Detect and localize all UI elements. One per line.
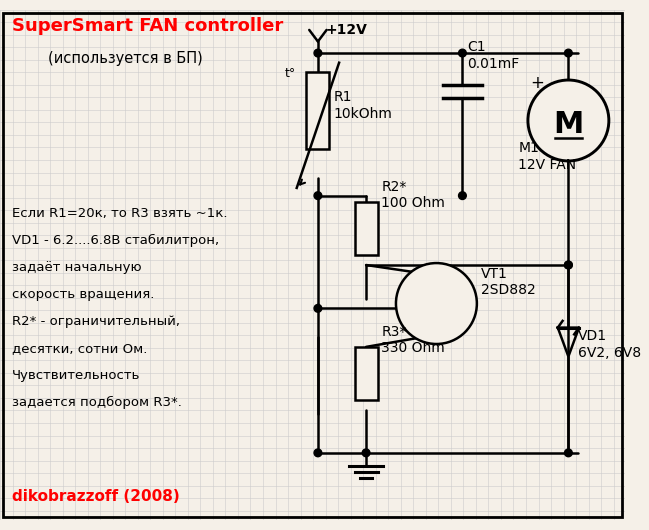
Text: M1
12V FAN: M1 12V FAN — [519, 142, 576, 172]
Text: задаёт начальную: задаёт начальную — [12, 261, 141, 274]
Circle shape — [528, 80, 609, 161]
Text: VT1
2SD882: VT1 2SD882 — [481, 267, 535, 297]
Text: скорость вращения.: скорость вращения. — [12, 288, 154, 301]
Circle shape — [565, 49, 572, 57]
Text: +: + — [530, 74, 544, 92]
Text: t°: t° — [285, 67, 297, 80]
Text: десятки, сотни Ом.: десятки, сотни Ом. — [12, 342, 147, 355]
Text: R1
10kOhm: R1 10kOhm — [334, 91, 392, 121]
Bar — [306, 72, 330, 149]
Circle shape — [396, 263, 477, 344]
Text: VD1
6V2, 6V8: VD1 6V2, 6V8 — [578, 329, 641, 359]
Text: R3*
330 Ohm: R3* 330 Ohm — [382, 324, 445, 355]
Text: Чувствительность: Чувствительность — [12, 369, 140, 382]
Circle shape — [314, 192, 322, 199]
Circle shape — [565, 261, 572, 269]
Text: R2*
100 Ohm: R2* 100 Ohm — [382, 180, 445, 210]
Circle shape — [362, 449, 370, 457]
Circle shape — [459, 49, 466, 57]
Text: SuperSmart FAN controller: SuperSmart FAN controller — [12, 17, 283, 35]
Circle shape — [314, 449, 322, 457]
Bar — [354, 347, 378, 400]
Circle shape — [314, 305, 322, 312]
Text: задается подбором R3*.: задается подбором R3*. — [12, 395, 182, 409]
Text: C1
0.01mF: C1 0.01mF — [467, 40, 519, 70]
Circle shape — [459, 192, 466, 199]
Text: M: M — [553, 110, 583, 139]
Text: (используется в БП): (используется в БП) — [48, 51, 203, 66]
Text: R2* - ограничительный,: R2* - ограничительный, — [12, 315, 180, 328]
Text: Если R1=20к, то R3 взять ~1к.: Если R1=20к, то R3 взять ~1к. — [12, 207, 227, 220]
Text: VD1 - 6.2....6.8В стабилитрон,: VD1 - 6.2....6.8В стабилитрон, — [12, 234, 219, 247]
Bar — [354, 202, 378, 255]
Circle shape — [565, 449, 572, 457]
Circle shape — [565, 261, 572, 269]
Text: +12V: +12V — [326, 23, 367, 37]
Text: dikobrazzoff (2008): dikobrazzoff (2008) — [12, 489, 179, 504]
Circle shape — [314, 49, 322, 57]
